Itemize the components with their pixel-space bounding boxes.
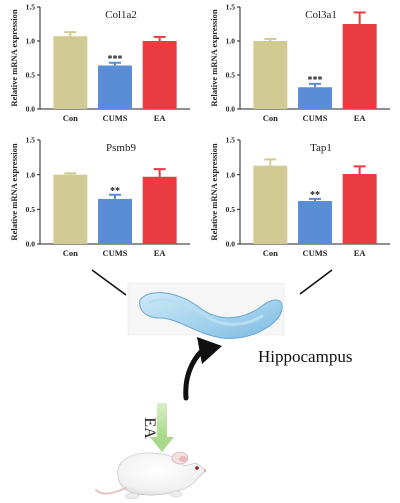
- bar-con: [53, 36, 88, 109]
- x-tick-label: Con: [63, 113, 78, 123]
- y-tick-label: 0.0: [26, 240, 36, 249]
- significance-label: ***: [108, 54, 123, 65]
- region-label: Hippocampus: [258, 347, 352, 366]
- y-tick-label: 1.5: [226, 136, 236, 145]
- significance-label: ***: [308, 75, 323, 86]
- y-axis-label: Relative mRNA expression: [9, 143, 19, 240]
- y-axis-label: Relative mRNA expression: [9, 9, 19, 106]
- bar-cums: [298, 201, 332, 244]
- y-tick-label: 0.5: [26, 71, 36, 80]
- x-tick-label: EA: [354, 113, 367, 123]
- y-tick-label: 1.0: [226, 37, 236, 46]
- y-tick-label: 1.5: [26, 136, 36, 145]
- bar-con: [53, 174, 88, 244]
- connector-line-left: [91, 269, 127, 296]
- significance-label: **: [110, 186, 120, 197]
- bar-cums: [98, 198, 132, 244]
- y-tick-label: 0.0: [26, 105, 36, 114]
- significance-label: **: [310, 190, 320, 201]
- ea-treatment-arrow: [150, 403, 174, 452]
- chart-title: Col1a2: [105, 9, 137, 21]
- chart-panel-col1a2: 0.0 0.5 1.0 1.5 Relative mRNA expression Col1…: [9, 3, 190, 123]
- y-tick-label: 1.0: [226, 170, 236, 179]
- x-tick-label: EA: [154, 113, 167, 123]
- y-tick-label: 0.5: [226, 205, 236, 214]
- y-axis-label: Relative mRNA expression: [209, 9, 219, 106]
- bar-cums: [298, 87, 332, 109]
- curved-arrow: [183, 337, 222, 401]
- y-tick-label: 1.5: [26, 3, 36, 12]
- chart-title: Col3a1: [305, 9, 337, 21]
- ea-treatment-label: EA: [141, 417, 158, 439]
- x-tick-label: CUMS: [102, 248, 127, 258]
- x-tick-label: Con: [263, 248, 278, 258]
- x-tick-label: EA: [354, 248, 367, 258]
- x-tick-label: Con: [263, 113, 278, 123]
- y-tick-label: 1.0: [26, 37, 36, 46]
- y-tick-label: 0.5: [26, 205, 36, 214]
- y-tick-label: 1.0: [26, 170, 36, 179]
- bar-cums: [98, 65, 132, 109]
- bar-con: [253, 165, 288, 244]
- bar-ea: [142, 41, 177, 109]
- bar-ea: [342, 173, 377, 244]
- mouse-illustration: [95, 451, 207, 500]
- y-tick-label: 0.0: [226, 105, 236, 114]
- bar-ea: [142, 176, 177, 244]
- x-tick-label: CUMS: [102, 113, 127, 123]
- x-tick-label: Con: [63, 248, 78, 258]
- x-tick-label: CUMS: [302, 113, 327, 123]
- y-tick-label: 0.0: [226, 240, 236, 249]
- chart-title: Psmb9: [106, 142, 136, 154]
- connector-line-right: [299, 269, 333, 295]
- bar-ea: [342, 24, 377, 109]
- x-tick-label: EA: [154, 248, 167, 258]
- chart-panel-psmb9: 0.0 0.5 1.0 1.5 Relative mRNA expression Psmb…: [9, 136, 190, 258]
- chart-panel-tap1: 0.0 0.5 1.0 1.5 Relative mRNA expression Tap1…: [209, 136, 390, 258]
- bar-con: [253, 41, 288, 109]
- chart-panel-col3a1: 0.0 0.5 1.0 1.5 Relative mRNA expression Col3…: [209, 3, 390, 123]
- hippocampus-illustration: [127, 282, 285, 340]
- y-tick-label: 0.5: [226, 71, 236, 80]
- bar-charts-group: 0.0 0.5 1.0 1.5 Relative mRNA expression Col1…: [9, 3, 390, 258]
- y-tick-label: 1.5: [226, 3, 236, 12]
- y-axis-label: Relative mRNA expression: [209, 143, 219, 240]
- x-tick-label: CUMS: [302, 248, 327, 258]
- chart-title: Tap1: [310, 142, 332, 154]
